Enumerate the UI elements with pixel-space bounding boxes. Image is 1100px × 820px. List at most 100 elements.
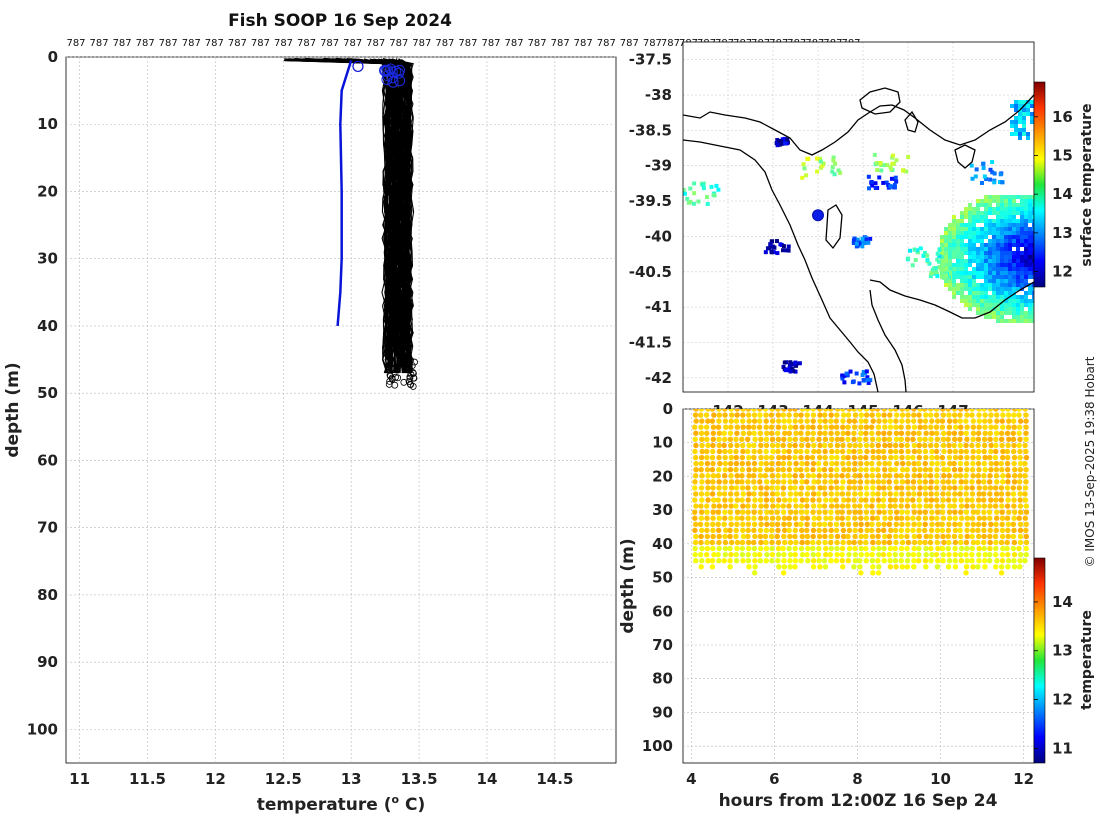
section-dot bbox=[881, 509, 887, 515]
section-dot bbox=[704, 448, 710, 455]
sst-pixel bbox=[984, 247, 988, 251]
section-dot bbox=[893, 564, 899, 570]
section-dot bbox=[969, 533, 975, 540]
section-dot bbox=[922, 509, 929, 515]
sst-pixel bbox=[1032, 207, 1034, 211]
section-dot bbox=[786, 412, 792, 418]
section-dot bbox=[834, 515, 841, 521]
y-tick-label: 40 bbox=[37, 317, 58, 335]
sst-pixel bbox=[968, 287, 972, 291]
sst-pixel bbox=[700, 183, 705, 188]
sst-pixel bbox=[964, 231, 968, 235]
section-dot bbox=[933, 448, 940, 455]
sst-pixel bbox=[960, 251, 964, 255]
section-dot bbox=[969, 551, 975, 558]
section-dot bbox=[857, 485, 864, 491]
section-dot bbox=[952, 491, 958, 497]
section-dot bbox=[817, 564, 823, 570]
sst-pixel bbox=[868, 236, 873, 241]
section-dot bbox=[845, 466, 852, 473]
sst-pixel bbox=[996, 203, 1000, 207]
y-tick-label: -41 bbox=[645, 298, 672, 316]
section-dot bbox=[893, 539, 899, 546]
section-dot bbox=[693, 442, 699, 449]
sst-pixel bbox=[890, 161, 895, 166]
section-dot bbox=[898, 448, 905, 455]
sst-pixel bbox=[1020, 219, 1024, 223]
section-dot bbox=[946, 485, 953, 491]
section-dot bbox=[899, 479, 906, 485]
section-dot bbox=[893, 485, 900, 491]
section-dot bbox=[1005, 418, 1012, 424]
section-dot bbox=[892, 497, 898, 503]
sst-pixel bbox=[944, 279, 948, 283]
section-dot bbox=[799, 436, 805, 443]
section-dot bbox=[880, 479, 887, 485]
section-dot bbox=[739, 545, 746, 552]
sst-pixel bbox=[701, 186, 706, 191]
sst-pixel bbox=[952, 271, 956, 275]
y-tick-label: -38.5 bbox=[629, 121, 672, 139]
section-dot bbox=[882, 424, 888, 430]
section-dot bbox=[823, 497, 829, 503]
section-dot bbox=[981, 503, 988, 509]
black-profile-line bbox=[391, 59, 400, 374]
sst-pixel bbox=[1000, 279, 1004, 283]
section-dot bbox=[976, 491, 982, 497]
section-dot bbox=[840, 479, 846, 485]
section-dot bbox=[921, 409, 928, 412]
section-dot bbox=[999, 466, 1005, 473]
profile-start-marker bbox=[394, 75, 406, 87]
section-dot bbox=[851, 430, 857, 436]
section-dot bbox=[822, 436, 829, 443]
sst-pixel bbox=[1004, 199, 1008, 203]
sst-pixel bbox=[1004, 227, 1008, 231]
section-dot bbox=[899, 497, 905, 503]
section-dot bbox=[829, 436, 835, 443]
section-dot bbox=[969, 479, 975, 485]
section-dot bbox=[786, 503, 792, 509]
sst-pixel bbox=[956, 239, 960, 243]
sst-pixel bbox=[1000, 195, 1004, 199]
section-dot bbox=[780, 442, 786, 449]
top-label: 787 bbox=[90, 38, 109, 49]
sst-pixel bbox=[944, 259, 948, 263]
section-dot bbox=[1005, 551, 1011, 558]
section-dot bbox=[863, 409, 870, 412]
sst-pixel bbox=[1016, 243, 1020, 247]
sst-pixel bbox=[984, 255, 988, 259]
section-dot bbox=[698, 430, 705, 436]
section-dot bbox=[722, 509, 728, 515]
y-tick-label: 100 bbox=[642, 737, 673, 755]
section-dot bbox=[998, 497, 1004, 503]
section-dot bbox=[852, 515, 858, 521]
section-dot bbox=[692, 509, 698, 515]
section-dot bbox=[927, 442, 934, 449]
section-dot bbox=[722, 418, 729, 424]
sst-pixel bbox=[976, 203, 980, 207]
sst-pixel bbox=[1008, 251, 1012, 255]
section-dot bbox=[911, 412, 917, 418]
section-dot bbox=[952, 485, 958, 491]
sst-pixel bbox=[984, 219, 988, 223]
sst-pixel bbox=[1000, 315, 1004, 319]
section-dot bbox=[910, 418, 917, 424]
section-dot bbox=[816, 466, 823, 473]
section-dot bbox=[899, 409, 905, 412]
section-dot bbox=[715, 497, 721, 503]
section-dot bbox=[1023, 509, 1030, 515]
sst-pixel bbox=[980, 211, 984, 215]
sst-pixel bbox=[1000, 307, 1004, 311]
section-dot bbox=[728, 409, 734, 412]
section-dot bbox=[780, 570, 787, 576]
sst-pixel bbox=[781, 244, 786, 249]
sst-pixel bbox=[1012, 299, 1016, 303]
y-tick-label: 50 bbox=[652, 569, 673, 587]
sst-pixel bbox=[960, 231, 964, 235]
section-dot bbox=[886, 473, 893, 479]
sst-pixel bbox=[988, 267, 992, 271]
section-dot bbox=[734, 473, 740, 479]
section-dot bbox=[875, 521, 882, 528]
sst-pixel bbox=[1000, 291, 1004, 295]
sst-pixel bbox=[855, 237, 860, 242]
